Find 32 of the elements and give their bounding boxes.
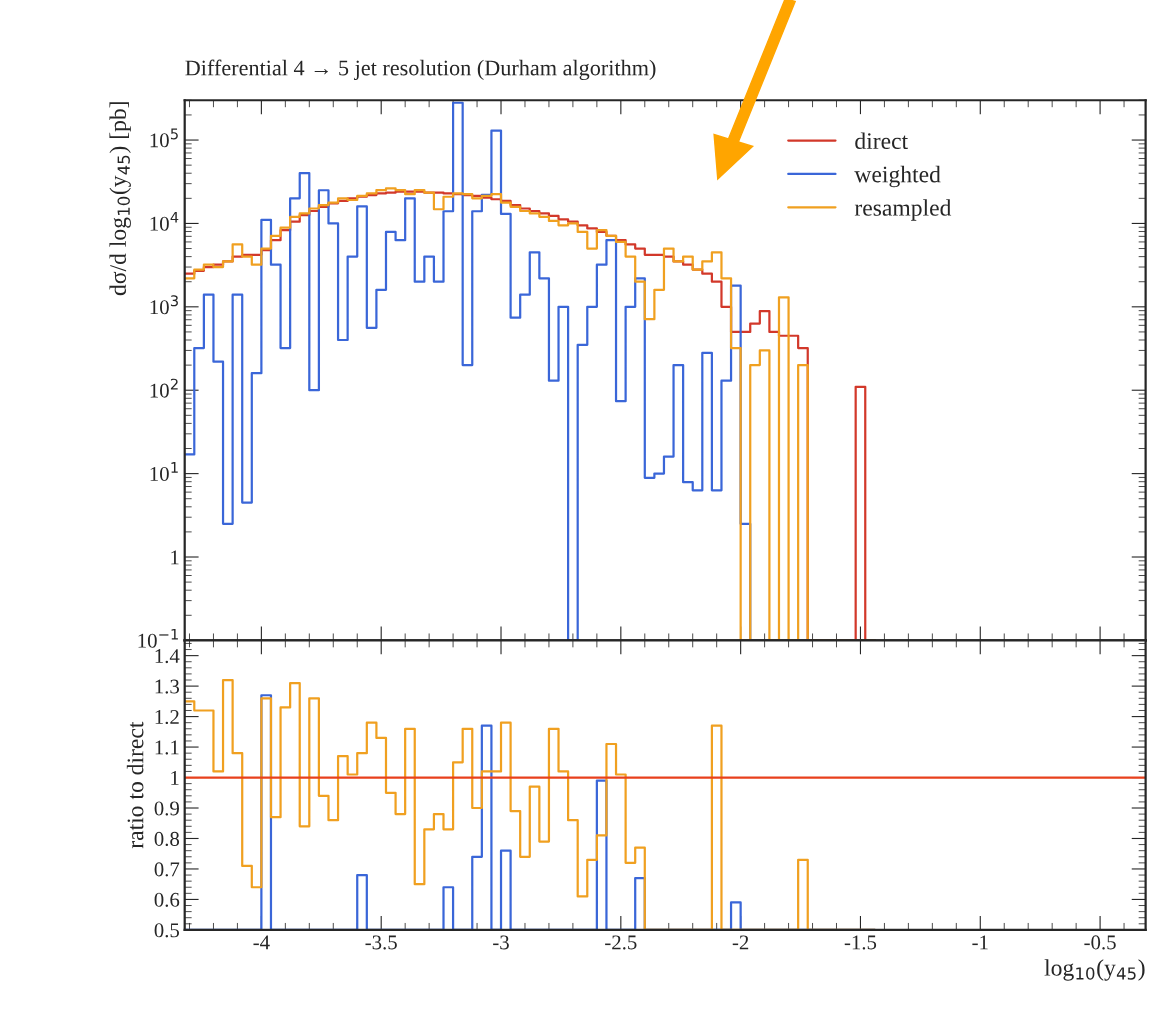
legend-label: weighted	[854, 165, 941, 188]
y-tick-label: 1.2	[155, 710, 179, 725]
x-tick-label: -4	[253, 935, 270, 950]
y-axis-title: dσ/d log$_{10}$(y$_{45}$) [pb]	[109, 102, 131, 296]
legend-label: direct	[855, 132, 908, 150]
y-tick-label: 1	[171, 550, 179, 565]
y-tick-label: 1	[171, 771, 179, 785]
chart-title: Differential 4 → 5 jet resolution (Durham algorithm)	[185, 59, 656, 81]
y-tick-label: 10$^{4}$	[150, 211, 179, 231]
y-tick-label: 0.5	[154, 923, 180, 938]
y-tick-label: 0.8	[154, 831, 180, 847]
x-axis-title: log$_{10}$(y$_{45}$)	[1044, 959, 1145, 981]
y-tick-label: 1.1	[155, 740, 179, 755]
y-axis-title: ratio to direct	[126, 721, 144, 849]
x-tick-label: -2	[732, 935, 749, 950]
x-tick-label: -0.5	[1084, 935, 1116, 950]
y-tick-label: 0.9	[154, 801, 179, 816]
x-tick-label: -3.5	[365, 935, 397, 950]
y-tick-label: 10$^{3}$	[150, 295, 178, 315]
y-tick-label: 10$^{2}$	[150, 378, 178, 398]
y-tick-label: 0.7	[154, 862, 180, 877]
x-tick-label: -3	[493, 935, 509, 950]
legend-label: resampled	[854, 199, 952, 221]
x-tick-label: -1	[972, 935, 988, 950]
y-tick-label: 0.6	[154, 892, 180, 907]
y-tick-label: 10$^{1}$	[150, 462, 178, 481]
y-tick-label: 10$^{5}$	[150, 128, 178, 148]
x-tick-label: -1.5	[844, 935, 877, 950]
y-tick-label: 1.4	[155, 649, 180, 664]
x-tick-label: -2.5	[605, 935, 637, 950]
y-tick-label: 1.3	[155, 679, 180, 694]
y-tick-label: 10$^{−1}$	[138, 628, 178, 648]
